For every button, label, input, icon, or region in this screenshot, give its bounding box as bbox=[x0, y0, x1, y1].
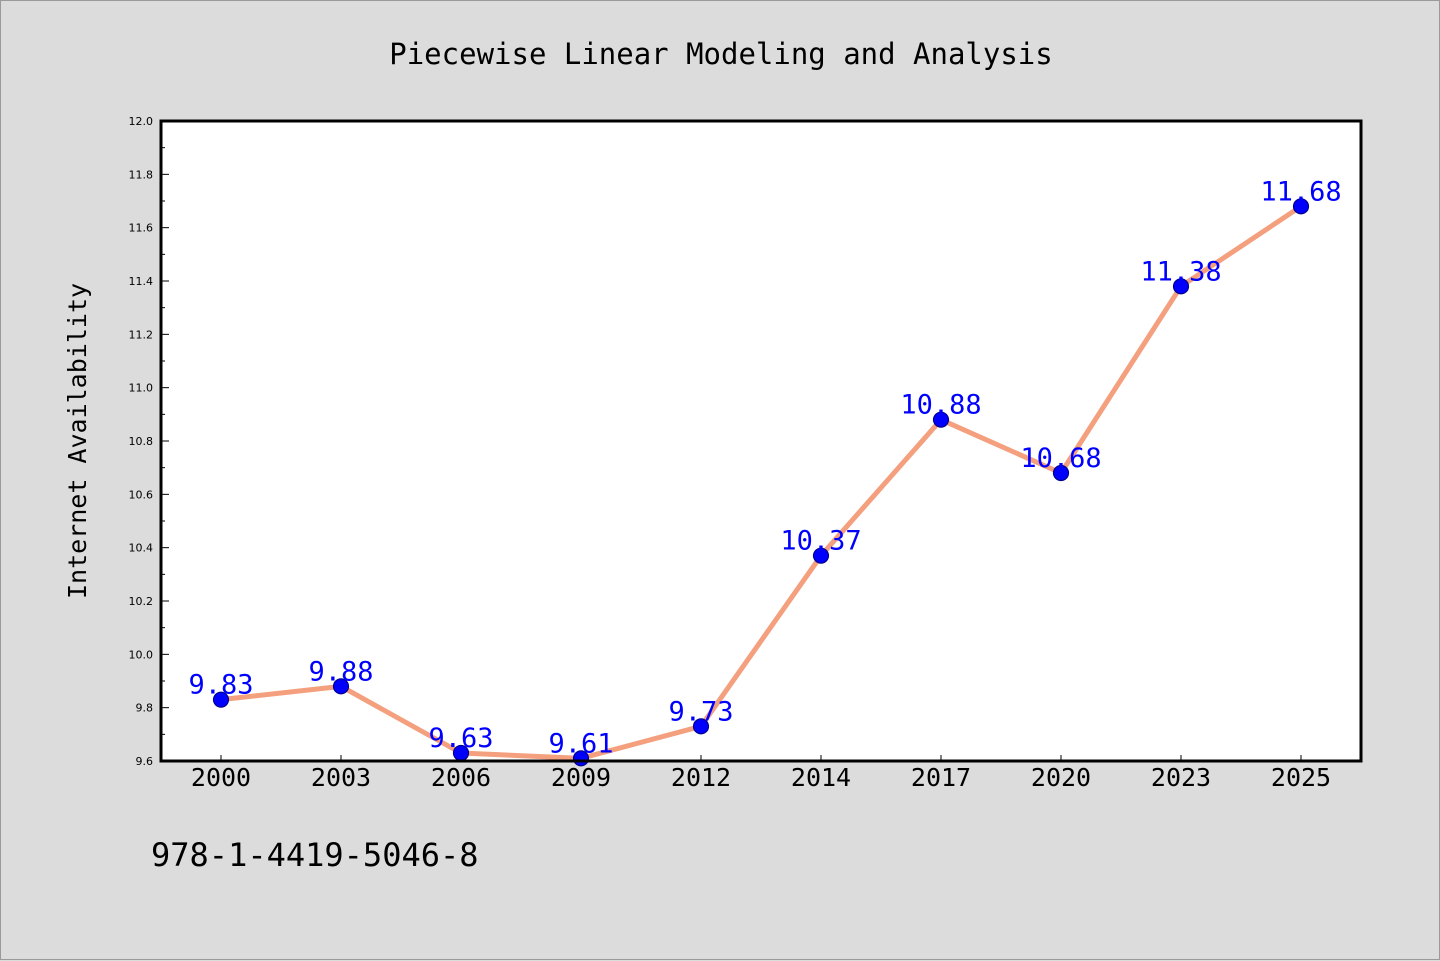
y-tick-label: 10.0 bbox=[129, 648, 154, 661]
y-tick-label: 9.8 bbox=[136, 702, 154, 715]
data-label: 10.37 bbox=[780, 526, 861, 557]
y-tick-label: 10.4 bbox=[129, 542, 154, 555]
y-tick-label: 10.2 bbox=[129, 595, 154, 608]
y-tick-label: 11.2 bbox=[129, 328, 154, 341]
data-label: 9.73 bbox=[668, 696, 733, 727]
isbn-text: 978-1-4419-5046-8 bbox=[151, 836, 479, 874]
data-point bbox=[1172, 278, 1190, 295]
data-label: 10.88 bbox=[900, 390, 981, 421]
data-point bbox=[332, 678, 350, 695]
chart-title: Piecewise Linear Modeling and Analysis bbox=[389, 37, 1052, 71]
y-tick-label: 9.6 bbox=[136, 755, 154, 768]
y-axis-label: Internet Availability bbox=[63, 283, 92, 599]
x-tick-label: 2014 bbox=[791, 763, 851, 792]
x-tick-label: 2006 bbox=[431, 763, 491, 792]
y-tick-label: 10.8 bbox=[129, 435, 154, 448]
x-tick-label: 2025 bbox=[1271, 763, 1331, 792]
data-label: 11.38 bbox=[1140, 256, 1221, 287]
data-label: 9.63 bbox=[428, 723, 493, 754]
x-tick-label: 2017 bbox=[911, 763, 971, 792]
data-label: 9.88 bbox=[308, 656, 373, 687]
series-line-group bbox=[218, 203, 1304, 761]
x-tick-label: 2009 bbox=[551, 763, 611, 792]
x-tick-labels: 2000 2003 2006 2009 2012 2014 2017 2020 2023 2025 bbox=[191, 763, 1331, 792]
y-tick-label: 11.4 bbox=[129, 275, 154, 288]
data-point bbox=[1052, 464, 1070, 482]
data-point bbox=[932, 411, 950, 428]
series-line bbox=[218, 203, 1304, 761]
data-label: 9.61 bbox=[548, 728, 613, 759]
y-tick-label: 11.8 bbox=[129, 168, 154, 181]
data-point bbox=[1292, 198, 1310, 215]
plot-area bbox=[161, 121, 1361, 761]
data-point bbox=[812, 547, 830, 564]
plot-border bbox=[159, 119, 1363, 763]
y-tick-label: 11.6 bbox=[129, 222, 154, 235]
x-tick-label: 2012 bbox=[671, 763, 731, 792]
x-tick-label: 2003 bbox=[311, 763, 371, 792]
data-label: 11.68 bbox=[1260, 176, 1341, 207]
y-tick-label: 10.6 bbox=[129, 488, 154, 501]
data-point bbox=[212, 691, 230, 708]
x-tick-label: 2023 bbox=[1151, 763, 1211, 792]
data-label: 10.68 bbox=[1020, 443, 1101, 474]
y-tick-labels: 9.6 9.8 10.0 10.2 10.4 10.6 10.8 11.0 11.2 11.4 11… bbox=[129, 115, 154, 768]
data-labels: 9.83 9.88 9.63 9.61 9.73 10.37 10.88 10.68 11.38… bbox=[188, 176, 1341, 759]
x-tick-label: 2020 bbox=[1031, 763, 1091, 792]
y-tick-label: 12.0 bbox=[129, 115, 154, 128]
y-tick-label: 11.0 bbox=[129, 382, 154, 395]
data-label: 9.83 bbox=[188, 670, 253, 701]
data-point bbox=[692, 718, 710, 735]
x-tick-label: 2000 bbox=[191, 763, 251, 792]
